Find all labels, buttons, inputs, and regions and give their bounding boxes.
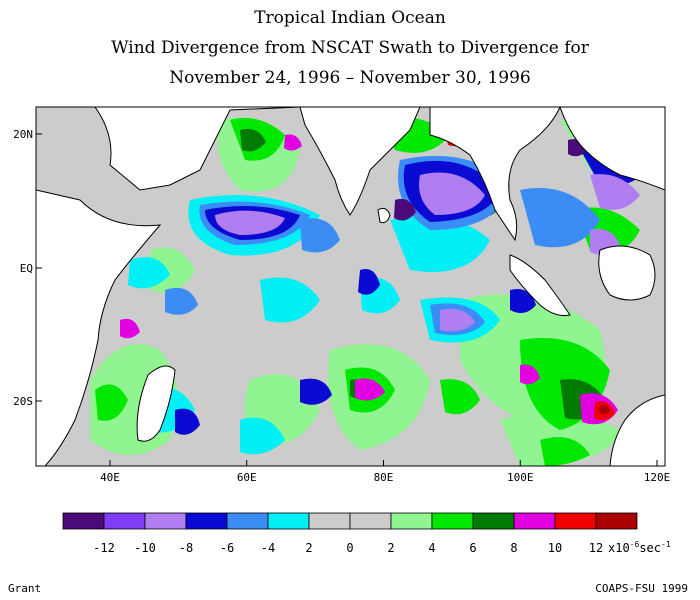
colorbar: -12 -10 -8 -6 -4 2 0 2 4 6 8 10 12 [62,512,638,555]
colorbar-swatch [144,512,187,530]
lat-tick-label: 20S [13,395,33,408]
lon-tick-label: 100E [507,471,534,484]
lon-tick-label: 120E [644,471,671,484]
title-line-3: November 24, 1996 – November 30, 1996 [169,68,531,88]
australia [609,394,665,466]
lat-tick-label: 20N [13,128,33,141]
colorbar-swatch [62,512,105,530]
lat-axis: 20N EQ 20S [13,128,42,408]
colorbar-swatch [103,512,146,530]
colorbar-label: 8 [510,541,517,555]
colorbar-label: 2 [387,541,394,555]
colorbar-swatch [595,512,638,530]
colorbar-swatch [226,512,269,530]
colorbar-unit: x10-6sec-1 [608,540,671,555]
title-line-1: Tropical Indian Ocean [254,8,446,28]
unit-exponent: -6 [630,540,640,549]
colorbar-label: -12 [93,541,115,555]
colorbar-swatch [554,512,597,530]
colorbar-label: -4 [261,541,275,555]
arabia [36,107,301,191]
field-medium-purple [215,172,640,332]
unit-exponent-2: -1 [661,540,671,549]
borneo [598,245,656,301]
lon-tick-label: 80E [374,471,394,484]
credit-left: Grant [8,582,42,595]
colorbar-swatch [431,512,474,530]
colorbar-label: 12 [589,541,603,555]
colorbar-label: -8 [179,541,193,555]
colorbar-swatch [390,512,433,530]
colorbar-swatch [472,512,515,530]
plot-frame [35,106,666,467]
unit-suffix: sec [639,541,661,555]
colorbar-label: -6 [220,541,234,555]
colorbar-label: -10 [134,541,156,555]
lat-tick-label: EQ [20,262,33,275]
title-line-2: Wind Divergence from NSCAT Swath to Dive… [111,38,589,58]
credit-right: COAPS-FSU 1999 [595,582,688,595]
colorbar-label: 10 [548,541,562,555]
map-field [36,107,665,466]
madagascar [136,365,176,442]
sri-lanka [377,207,391,224]
colorbar-label: 4 [428,541,435,555]
south-china [559,107,665,191]
colorbar-label: 2 [305,541,312,555]
india [299,107,421,216]
land [36,107,665,466]
lon-tick-label: 60E [237,471,257,484]
colorbar-swatch [349,512,392,530]
colorbar-label: 6 [469,541,476,555]
colorbar-label: 0 [346,541,353,555]
sumatra [509,254,571,316]
colorbar-swatch [185,512,228,530]
colorbar-swatch [308,512,351,530]
africa [36,189,162,466]
colorbar-swatch [513,512,556,530]
colorbar-swatch [267,512,310,530]
lon-tick-label: 40E [100,471,120,484]
unit-prefix: x10 [608,541,630,555]
lon-axis: 40E 60E 80E 100E 120E [100,460,670,484]
indochina [429,107,561,242]
